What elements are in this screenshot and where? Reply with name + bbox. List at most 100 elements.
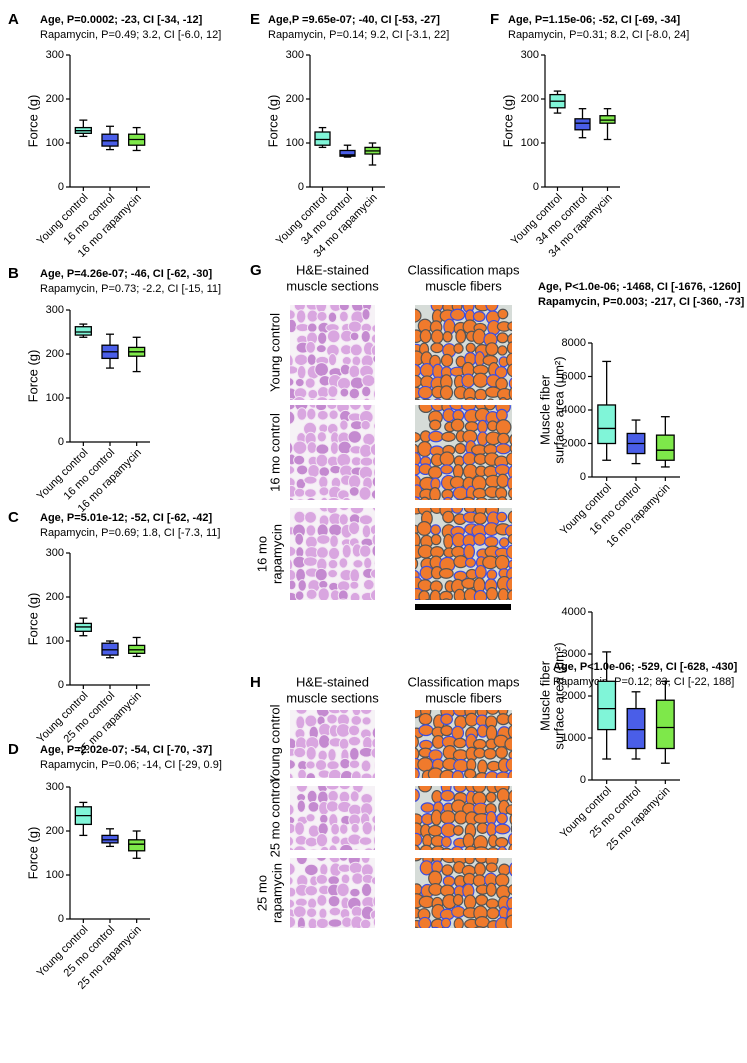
fiber — [485, 898, 499, 909]
fiber — [371, 726, 375, 739]
fiber — [440, 464, 454, 475]
fiber — [485, 710, 500, 715]
fiber — [350, 715, 363, 726]
image-row-label: 16 mo control — [267, 413, 282, 492]
fiber — [415, 844, 421, 850]
fiber — [327, 895, 341, 908]
fiber — [314, 567, 328, 582]
fiber — [294, 590, 305, 600]
fiber — [369, 588, 375, 600]
fiber — [509, 813, 512, 826]
fiber — [305, 588, 318, 600]
fiber — [294, 601, 305, 609]
fiber — [463, 508, 477, 514]
fiber — [498, 397, 508, 400]
fiber — [304, 863, 319, 877]
fiber — [430, 524, 442, 536]
fiber — [508, 487, 512, 499]
fiber — [496, 332, 509, 344]
fiber — [442, 510, 455, 524]
fiber — [485, 342, 499, 356]
box — [655, 699, 675, 750]
fiber — [510, 823, 512, 834]
fiber — [327, 748, 337, 762]
fiber — [418, 590, 430, 600]
y-tick-label: 200 — [46, 93, 64, 105]
fiber — [462, 832, 475, 849]
fiber — [328, 858, 342, 864]
fiber — [290, 568, 297, 582]
fiber — [452, 825, 464, 836]
fiber — [316, 409, 329, 421]
fiber — [429, 419, 442, 431]
fiber — [370, 747, 375, 759]
fiber — [294, 897, 308, 908]
fiber — [416, 521, 432, 536]
fiber — [338, 710, 350, 715]
fiber — [506, 341, 512, 355]
fiber — [340, 873, 351, 885]
fiber — [290, 405, 297, 411]
fiber — [337, 589, 349, 600]
fiber — [474, 862, 486, 877]
fiber — [372, 604, 385, 613]
fiber — [453, 588, 466, 600]
fiber — [290, 815, 296, 825]
y-tick-label: 100 — [46, 392, 64, 404]
fiber — [507, 533, 512, 545]
fiber — [486, 569, 498, 581]
fiber — [507, 832, 512, 847]
fiber — [415, 926, 419, 928]
fiber — [451, 508, 464, 514]
fiber — [474, 926, 485, 928]
y-tick-label: 2000 — [562, 437, 586, 449]
fiber — [508, 387, 512, 400]
fiber — [295, 464, 309, 476]
fiber — [369, 442, 375, 457]
y-tick-label: 0 — [580, 471, 586, 483]
image-row-label: rapamycin — [269, 524, 284, 584]
fiber — [464, 396, 476, 400]
panel-letter: A — [8, 11, 19, 28]
y-tick-label: 200 — [46, 825, 64, 837]
fiber — [506, 544, 512, 560]
fiber — [360, 882, 373, 898]
fiber — [358, 486, 372, 500]
fiber — [318, 907, 328, 920]
fiber — [373, 399, 375, 400]
y-tick-label: 200 — [521, 93, 539, 105]
fiber — [417, 441, 433, 457]
fiber — [376, 802, 384, 811]
fiber — [497, 308, 509, 320]
fiber — [446, 399, 453, 400]
fiber — [362, 432, 375, 446]
fiber — [305, 760, 316, 770]
y-tick-label: 300 — [46, 49, 64, 61]
chart-title: Age, P=1.15e-06; -52, CI [-69, -34] — [508, 14, 680, 26]
fiber — [472, 738, 487, 750]
y-tick-label: 1000 — [562, 732, 586, 744]
fiber — [304, 836, 319, 848]
fiber — [361, 385, 372, 398]
fiber — [297, 768, 307, 778]
fiber — [290, 441, 294, 455]
y-tick-label: 200 — [286, 93, 304, 105]
fiber — [440, 789, 455, 802]
fiber — [306, 497, 317, 500]
fiber — [496, 812, 508, 825]
fiber — [443, 533, 454, 550]
fiber — [444, 929, 456, 940]
fiber — [290, 836, 295, 847]
fiber — [509, 498, 512, 500]
fiber — [439, 810, 456, 825]
fiber — [306, 930, 320, 940]
fiber — [293, 746, 307, 759]
fiber — [339, 419, 349, 431]
fiber — [327, 568, 338, 579]
fiber — [326, 760, 340, 771]
box — [128, 839, 146, 852]
fiber — [415, 308, 422, 323]
fiber — [352, 848, 360, 850]
fiber — [495, 746, 508, 759]
fiber — [373, 422, 375, 431]
